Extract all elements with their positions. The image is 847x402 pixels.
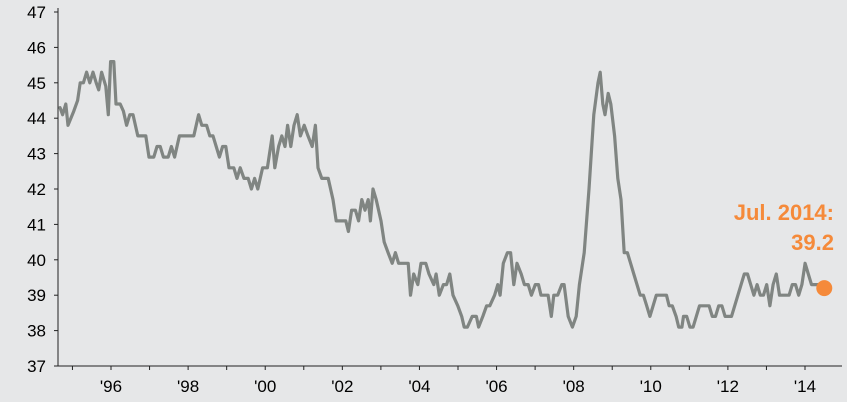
y-tick-label: 42 bbox=[27, 180, 46, 199]
y-tick-label: 44 bbox=[27, 109, 46, 128]
y-tick-label: 40 bbox=[27, 251, 46, 270]
y-tick-label: 47 bbox=[27, 3, 46, 22]
x-tick-label: '96 bbox=[100, 377, 122, 396]
y-tick-label: 39 bbox=[27, 286, 46, 305]
y-tick-label: 38 bbox=[27, 322, 46, 341]
x-axis: '96 '98 '00 '02 '04 '06 '08 '10 '12 '14 bbox=[58, 365, 842, 396]
x-tick-label: '02 bbox=[331, 377, 353, 396]
y-tick-label: 46 bbox=[27, 38, 46, 57]
annotation: Jul. 2014: 39.2 bbox=[734, 200, 834, 297]
y-tick-label: 43 bbox=[27, 145, 46, 164]
x-tick-label: '04 bbox=[408, 377, 430, 396]
y-tick-label: 37 bbox=[27, 357, 46, 376]
x-tick-label: '14 bbox=[794, 377, 816, 396]
annotation-label-date: Jul. 2014: bbox=[734, 200, 834, 225]
annotation-marker bbox=[816, 280, 833, 297]
series-layer bbox=[58, 60, 826, 329]
x-tick-label: '12 bbox=[717, 377, 739, 396]
x-tick-label: '06 bbox=[485, 377, 507, 396]
y-axis: 37 38 39 40 41 42 43 44 45 46 47 bbox=[27, 3, 59, 376]
y-tick-label: 45 bbox=[27, 74, 46, 93]
y-tick-label: 41 bbox=[27, 215, 46, 234]
x-tick-label: '08 bbox=[563, 377, 585, 396]
series-line-0 bbox=[58, 60, 826, 329]
x-tick-label: '10 bbox=[640, 377, 662, 396]
x-tick-label: '98 bbox=[177, 377, 199, 396]
annotation-label-value: 39.2 bbox=[791, 230, 834, 255]
x-tick-label: '00 bbox=[254, 377, 276, 396]
